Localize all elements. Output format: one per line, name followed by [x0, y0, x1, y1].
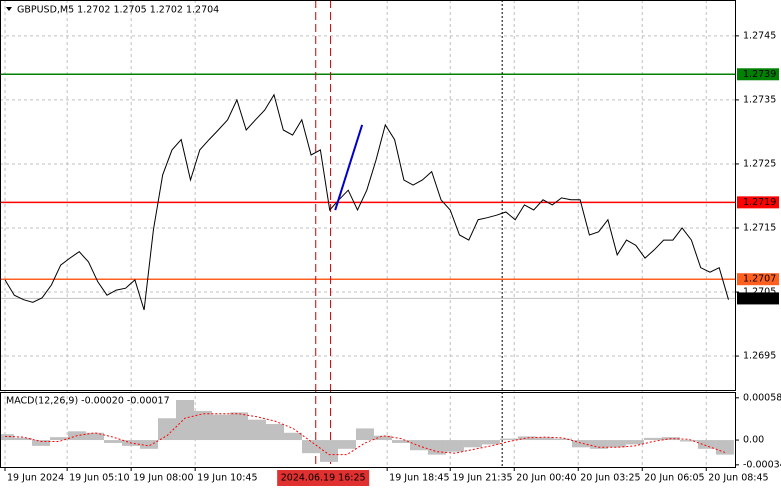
macd-bar	[14, 437, 33, 441]
macd-bar	[481, 440, 500, 445]
y-tick-label: 1.2695	[743, 351, 776, 362]
macd-bar	[104, 440, 123, 443]
x-tick-label: 19 Jun 21:35	[452, 473, 512, 484]
x-tick-label: 19 Jun 10:45	[197, 473, 257, 484]
menu-arrow	[6, 7, 12, 11]
macd-bar	[571, 440, 590, 448]
x-tick-label: 19 Jun 05:10	[69, 473, 129, 484]
x-tick-label: 20 Jun 06:05	[644, 473, 704, 484]
macd-bar	[679, 440, 698, 442]
crosshair-label-bg	[277, 470, 370, 486]
macd-bar	[553, 438, 572, 441]
y-tick-label: 1.2745	[743, 30, 776, 41]
macd-bar	[625, 440, 644, 445]
macd-bar	[158, 418, 177, 441]
y-tick-label: 1.2705	[743, 287, 776, 298]
macd-bar	[0, 434, 15, 441]
y-tick-label: -0.00034	[743, 459, 781, 470]
x-tick-label: 19 Jun 18:45	[389, 473, 449, 484]
macd-bar	[499, 438, 518, 441]
crosshair-label: 2024.06.19 16:25	[281, 473, 366, 484]
macd-bar	[409, 440, 428, 451]
level-label-bg	[737, 273, 779, 286]
macd-bar	[86, 432, 105, 441]
macd-title: MACD(12,26,9) -0.00020 -0.00017	[6, 396, 170, 407]
y-tick-label: 1.2715	[743, 222, 776, 233]
macd-bar	[589, 440, 608, 449]
macd-bar	[337, 440, 356, 449]
x-tick-label: 20 Jun 08:45	[708, 473, 768, 484]
level-label: 1.2719	[743, 197, 776, 208]
price-title: GBPUSD,M5 1.2702 1.2705 1.2702 1.2704	[17, 5, 219, 16]
macd-bar	[643, 437, 662, 441]
macd-frame	[0, 392, 736, 468]
macd-bar	[32, 440, 51, 446]
x-tick-label: 20 Jun 03:25	[580, 473, 640, 484]
macd-bar	[212, 414, 231, 441]
level-label-bg	[737, 292, 779, 305]
macd-bar	[176, 400, 195, 441]
macd-bar	[50, 437, 69, 441]
level-label-bg	[737, 196, 779, 209]
price-frame	[0, 0, 736, 391]
macd-bar	[463, 440, 482, 448]
y-tick-label: 1.2735	[743, 94, 776, 105]
trend-line	[334, 124, 364, 211]
macd-bar	[140, 440, 159, 449]
macd-bar	[301, 440, 320, 454]
macd-bar	[607, 440, 626, 448]
macd-bar	[265, 424, 284, 441]
macd-bar	[517, 436, 536, 441]
macd-bar	[715, 440, 734, 455]
macd-bar	[355, 428, 374, 441]
macd-bar	[247, 419, 266, 441]
y-tick-label: 0.00	[743, 435, 764, 446]
level-label: 1.2704	[743, 293, 776, 304]
x-tick-label: 19 Jun 08:00	[133, 473, 193, 484]
macd-bar	[697, 440, 716, 449]
x-tick-label: 20 Jun 00:40	[516, 473, 576, 484]
macd-bar	[283, 432, 302, 441]
level-label: 1.2707	[743, 274, 776, 285]
macd-bar	[373, 435, 392, 441]
macd-bar	[230, 412, 248, 441]
macd-bar	[445, 440, 464, 452]
macd-bar	[194, 410, 213, 441]
y-tick-label: 0.00058	[743, 392, 781, 403]
level-label: 1.2739	[743, 69, 776, 80]
macd-bar	[391, 440, 410, 443]
level-label-bg	[737, 68, 779, 81]
x-tick-label: 19 Jun 2024	[7, 473, 64, 484]
y-tick-label: 1.2725	[743, 158, 776, 169]
macd-bar	[319, 440, 338, 462]
price-line	[4, 93, 729, 311]
macd-bar	[535, 437, 554, 441]
macd-bar	[427, 440, 446, 455]
